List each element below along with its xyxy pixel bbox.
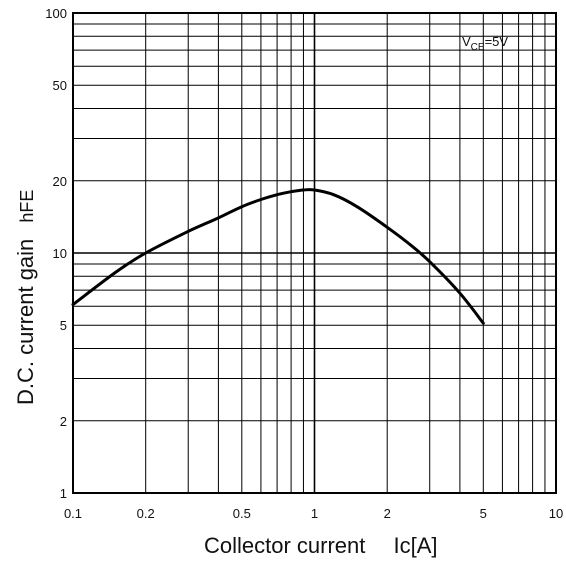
vce-annotation-sub: CE <box>471 42 485 53</box>
vce-annotation-main: V <box>462 34 471 49</box>
x-tick-label: 0.5 <box>233 506 251 521</box>
x-axis-label: Collector current <box>204 533 365 558</box>
y-tick-label: 2 <box>60 414 67 429</box>
x-tick-labels: 0.1 0.2 0.5 1 2 5 10 <box>64 506 563 521</box>
y-axis-title: D.C. current gain hFE <box>13 190 38 405</box>
y-tick-label: 100 <box>45 6 67 21</box>
y-axis-symbol: hFE <box>17 190 37 223</box>
y-tick-label: 1 <box>60 486 67 501</box>
x-tick-label: 0.1 <box>64 506 82 521</box>
y-tick-label: 20 <box>53 174 67 189</box>
x-tick-label: 2 <box>384 506 391 521</box>
x-tick-label: 5 <box>480 506 487 521</box>
y-axis-label: D.C. current gain <box>13 239 38 405</box>
x-axis-symbol: Ic[A] <box>394 533 438 558</box>
x-tick-label: 1 <box>311 506 318 521</box>
x-tick-label: 0.2 <box>137 506 155 521</box>
y-tick-label: 10 <box>53 246 67 261</box>
plot-frame <box>72 12 557 494</box>
hfe-curve-line <box>71 188 485 325</box>
x-axis-title: Collector current Ic[A] <box>204 533 438 558</box>
vce-annotation: VCE=5V <box>462 34 508 53</box>
x-tick-label: 10 <box>549 506 563 521</box>
y-tick-labels: 1 2 5 10 20 50 100 <box>45 6 67 501</box>
y-tick-label: 5 <box>60 318 67 333</box>
grid-lines <box>72 13 556 494</box>
y-tick-label: 50 <box>53 78 67 93</box>
vce-annotation-rest: =5V <box>485 34 509 49</box>
